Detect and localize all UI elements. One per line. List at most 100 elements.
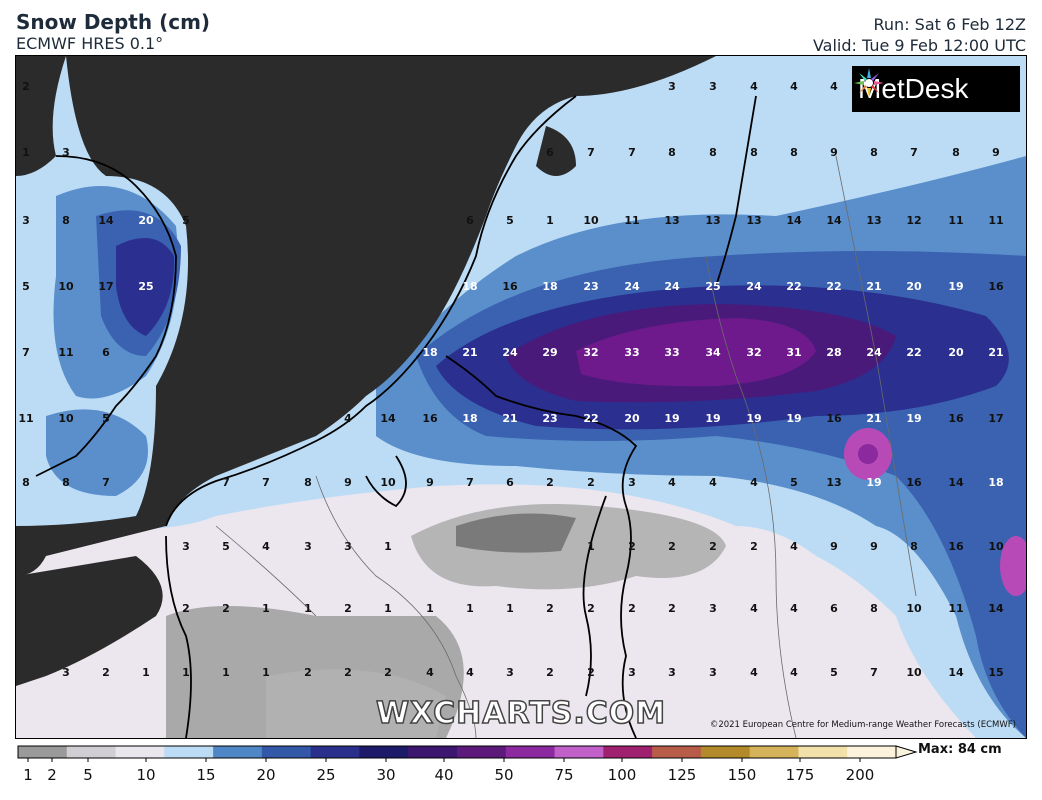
snow-depth-value: 16 [826,412,842,425]
snow-depth-value: 21 [866,412,881,425]
snow-depth-value: 7 [910,146,918,159]
snow-depth-value: 8 [750,146,758,159]
snow-depth-value: 20 [906,280,922,293]
snow-depth-value: 7 [22,346,30,359]
snow-depth-value: 32 [746,346,761,359]
snow-depth-value: 31 [786,346,801,359]
snow-depth-value: 8 [304,476,312,489]
snow-depth-value: 7 [262,476,270,489]
snow-depth-value: 11 [624,214,639,227]
max-value-label: Max: 84 cm [918,742,1002,757]
snow-depth-value: 22 [786,280,801,293]
legend-color-swatch [603,746,653,758]
snow-depth-value: 5 [506,214,514,227]
snow-depth-value: 13 [866,214,881,227]
snow-depth-value: 11 [18,412,33,425]
snow-depth-value: 24 [624,280,640,293]
snow-depth-value: 18 [422,346,437,359]
snow-depth-value: 24 [502,346,518,359]
snow-depth-value: 9 [830,540,838,553]
snow-depth-value: 7 [102,476,110,489]
legend-color-swatch [310,746,360,758]
legend-tick-label: 50 [494,766,513,784]
snow-depth-value: 7 [870,666,878,679]
snow-depth-value: 18 [462,412,477,425]
snow-depth-value: 13 [664,214,679,227]
snow-depth-value: 18 [988,476,1003,489]
snow-depth-value: 8 [870,146,878,159]
snow-depth-value: 2 [709,540,717,553]
legend-color-swatch [213,746,263,758]
snow-depth-value: 17 [988,412,1003,425]
legend-color-swatch [798,746,848,758]
snow-depth-value: 20 [138,214,154,227]
snow-depth-value: 9 [992,146,1000,159]
snow-depth-value: 15 [988,666,1003,679]
snow-depth-value: 4 [790,666,798,679]
snow-depth-value: 10 [58,412,74,425]
snow-depth-value: 6 [102,346,110,359]
snow-depth-value: 33 [624,346,639,359]
sea-inlet [536,126,576,176]
snow-depth-value: 21 [462,346,477,359]
snow-depth-value: 13 [705,214,720,227]
grey-snow-area-southwest [266,669,446,738]
snow-depth-value: 11 [58,346,73,359]
snow-depth-value: 2 [546,666,554,679]
snow-depth-value: 1 [426,602,434,615]
snow-depth-value: 2 [668,602,676,615]
snow-depth-value: 3 [506,666,514,679]
snow-depth-value: 25 [138,280,153,293]
run-info: Run: Sat 6 Feb 12Z Valid: Tue 9 Feb 12:0… [813,14,1026,56]
snow-depth-value: 4 [426,666,434,679]
snow-depth-value: 10 [583,214,599,227]
valid-time: Valid: Tue 9 Feb 12:00 UTC [812,36,1026,55]
snow-depth-value: 16 [502,280,518,293]
metdesk-logo-text: MetDesk [858,73,969,104]
snow-depth-value: 3 [182,540,190,553]
snow-depth-value: 18 [462,280,477,293]
sea-irish [16,56,66,176]
snow-depth-value: 2 [628,540,636,553]
snow-depth-value: 19 [906,412,921,425]
snow-depth-value: 5 [830,666,838,679]
legend-color-swatch [261,746,312,758]
snow-depth-value: 1 [304,602,312,615]
legend-tick-label: 100 [608,766,637,784]
snow-depth-value: 10 [380,476,396,489]
snow-depth-value: 16 [988,280,1004,293]
snow-depth-value: 2 [628,602,636,615]
snow-depth-value: 19 [664,412,679,425]
snow-depth-value: 1 [384,540,392,553]
legend-color-swatch [554,746,604,758]
snow-depth-value: 8 [62,476,70,489]
snow-depth-value: 1 [262,666,270,679]
snow-depth-value: 3 [709,602,717,615]
snow-depth-value: 5 [222,540,230,553]
legend-color-swatch [18,746,68,758]
snow-depth-value: 7 [466,476,474,489]
snow-depth-value: 3 [62,666,70,679]
snow-depth-value: 7 [628,146,636,159]
run-time: Run: Sat 6 Feb 12Z [873,15,1026,34]
snow-depth-value: 19 [948,280,963,293]
snow-depth-value: 32 [583,346,598,359]
snow-depth-value: 16 [948,540,964,553]
snow-depth-value: 2 [344,666,352,679]
snow-depth-value: 11 [988,214,1003,227]
snow-depth-value: 14 [988,602,1004,615]
snow-depth-value: 2 [587,666,595,679]
snow-depth-value: 1 [384,602,392,615]
legend-color-swatch [700,746,751,758]
snow-depth-value: 6 [830,602,838,615]
snow-depth-value: 18 [542,280,557,293]
snow-depth-value: 19 [866,476,881,489]
snow-depth-value: 24 [664,280,680,293]
snow-depth-value: 6 [506,476,514,489]
snow-depth-value: 4 [790,602,798,615]
legend-color-swatch [408,746,458,758]
color-legend: 1 2 5 10 15 20 25 30 40 50 75 100 125 150 175 200 [17,745,918,784]
snow-depth-value: 22 [906,346,921,359]
snow-depth-value: 6 [546,146,554,159]
snow-depth-map[interactable]: 2 3 3 4 4 4 1 3 6 7 7 8 8 8 8 9 8 7 8 9 3 8 14 20 5 6 5 1 10 11 13 13 13… [15,55,1027,739]
